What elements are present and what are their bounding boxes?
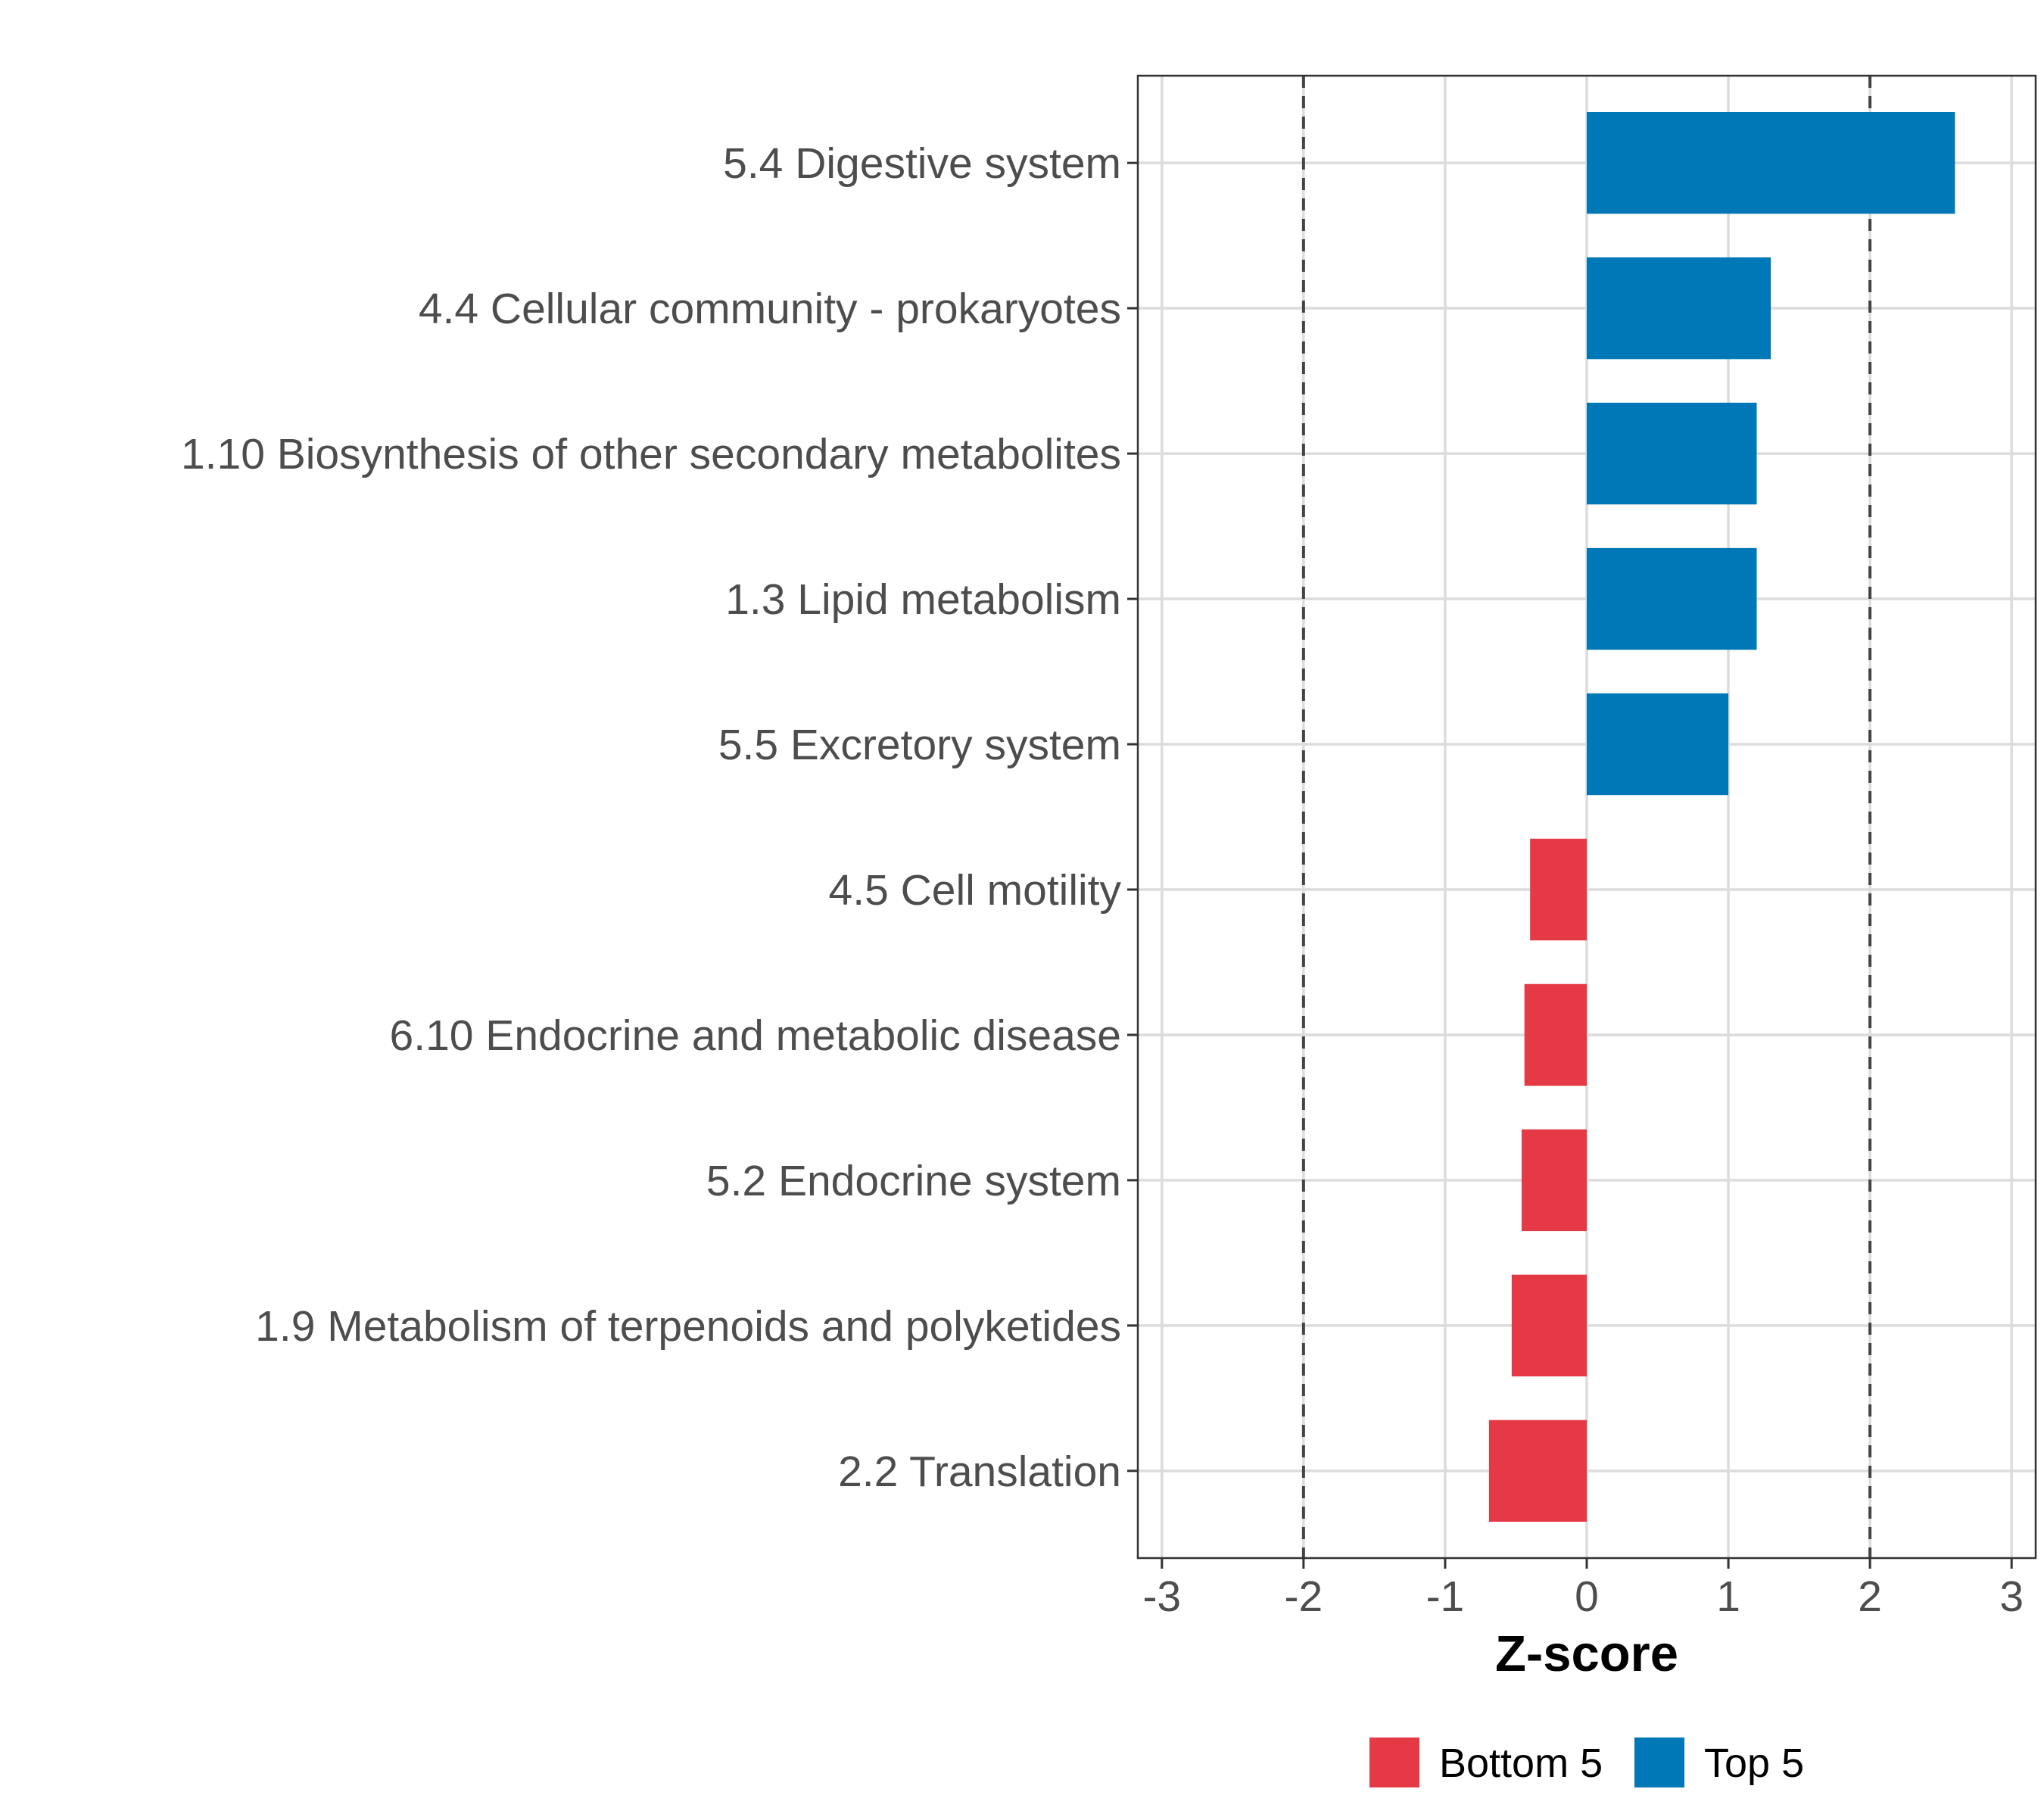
legend-label: Bottom 5: [1439, 1741, 1603, 1786]
x-tick-label: -2: [1285, 1572, 1323, 1621]
bar: [1488, 1420, 1587, 1522]
legend: Bottom 5 Top 5: [1369, 1738, 1804, 1787]
bar: [1587, 257, 1771, 360]
bar: [1587, 547, 1757, 650]
x-tick-label: -3: [1142, 1572, 1181, 1621]
x-tick-label: 3: [1999, 1572, 2024, 1621]
x-tick-label: 2: [1858, 1572, 1882, 1621]
bar: [1587, 402, 1757, 505]
y-tick-label: 2.2 Translation: [838, 1448, 1121, 1496]
x-axis: -3 -2 -1 0 1 2 3: [1142, 1558, 2024, 1621]
bar: [1521, 1129, 1587, 1232]
y-tick-label: 5.2 Endocrine system: [706, 1157, 1121, 1205]
y-tick-label: 4.4 Cellular community - prokaryotes: [419, 285, 1121, 333]
y-axis: 5.4 Digestive system 4.4 Cellular communi…: [181, 139, 1138, 1496]
y-tick-label: 1.9 Metabolism of terpenoids and polyket…: [255, 1302, 1121, 1351]
x-tick-label: 0: [1575, 1572, 1599, 1621]
bar: [1530, 838, 1587, 941]
y-tick-label: 5.5 Excretory system: [718, 721, 1121, 769]
y-tick-label: 1.10 Biosynthesis of other secondary met…: [181, 430, 1121, 478]
legend-swatch: [1634, 1738, 1684, 1787]
y-tick-label: 4.5 Cell motility: [829, 866, 1122, 915]
y-tick-label: 1.3 Lipid metabolism: [725, 575, 1121, 624]
y-tick-label: 6.10 Endocrine and metabolic disease: [390, 1011, 1121, 1060]
bar: [1511, 1274, 1587, 1377]
x-tick-label: -1: [1426, 1572, 1465, 1621]
legend-label: Top 5: [1704, 1741, 1804, 1786]
bar: [1524, 983, 1587, 1086]
y-tick-label: 5.4 Digestive system: [723, 139, 1121, 188]
bar: [1587, 111, 1955, 214]
x-axis-title: Z-score: [1495, 1625, 1678, 1682]
bars: [1488, 111, 1955, 1522]
bar: [1587, 693, 1729, 796]
legend-swatch: [1369, 1738, 1419, 1787]
x-tick-label: 1: [1716, 1572, 1740, 1621]
reference-lines: [1301, 76, 1872, 1558]
